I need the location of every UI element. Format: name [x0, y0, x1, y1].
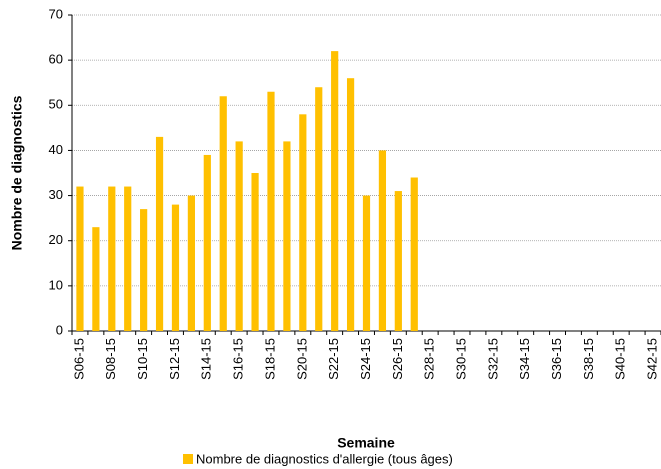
- y-axis-label: Nombre de diagnostics: [9, 95, 25, 250]
- bar: [124, 186, 132, 331]
- bar: [331, 51, 339, 331]
- bar: [203, 154, 211, 331]
- legend-swatch: [183, 454, 193, 464]
- x-tick-label: S22-15: [326, 338, 341, 380]
- x-tick-label: S24-15: [358, 338, 373, 380]
- y-tick-label: 60: [49, 52, 63, 67]
- x-tick-label: S28-15: [422, 338, 437, 380]
- bar: [155, 136, 164, 331]
- x-tick-label: S08-15: [103, 338, 118, 380]
- x-tick-label: S12-15: [167, 338, 182, 380]
- x-tick-label: S26-15: [390, 338, 405, 380]
- bar: [299, 114, 307, 331]
- bar: [187, 195, 195, 331]
- x-axis-label: Semaine: [337, 435, 395, 451]
- bar: [92, 227, 100, 331]
- y-tick-label: 70: [49, 6, 63, 21]
- x-tick-label: S38-15: [581, 338, 596, 380]
- bar: [108, 186, 116, 331]
- x-tick-label: S40-15: [613, 338, 628, 380]
- x-tick-label: S18-15: [262, 338, 277, 380]
- legend-label: Nombre de diagnostics d'allergie (tous â…: [196, 451, 453, 466]
- x-tick-label: S36-15: [549, 338, 564, 380]
- x-tick-label: S16-15: [231, 338, 246, 380]
- bar: [394, 191, 402, 331]
- x-tick-label: S42-15: [644, 338, 659, 380]
- bar: [251, 173, 259, 331]
- bar: [140, 209, 148, 331]
- bar: [410, 177, 418, 331]
- bar: [283, 141, 291, 331]
- bar: [219, 96, 227, 331]
- bar: [171, 204, 180, 331]
- y-tick-label: 20: [49, 232, 63, 247]
- bar: [378, 150, 387, 331]
- bar: [267, 91, 275, 331]
- y-tick-label: 50: [49, 97, 63, 112]
- y-tick-label: 0: [56, 322, 63, 337]
- x-tick-label: S14-15: [199, 338, 214, 380]
- x-tick-label: S20-15: [294, 338, 309, 380]
- x-tick-label: S30-15: [453, 338, 468, 380]
- bar: [235, 141, 243, 331]
- x-tick-label: S06-15: [71, 338, 86, 380]
- y-tick-label: 30: [49, 187, 63, 202]
- y-tick-label: 40: [49, 142, 63, 157]
- x-tick-label: S34-15: [517, 338, 532, 380]
- bar: [346, 78, 355, 331]
- bar: [315, 87, 323, 331]
- bar: [362, 195, 371, 331]
- bar: [76, 186, 84, 331]
- x-tick-label: S32-15: [485, 338, 500, 380]
- y-tick-label: 10: [49, 277, 63, 292]
- x-tick-label: S10-15: [135, 338, 150, 380]
